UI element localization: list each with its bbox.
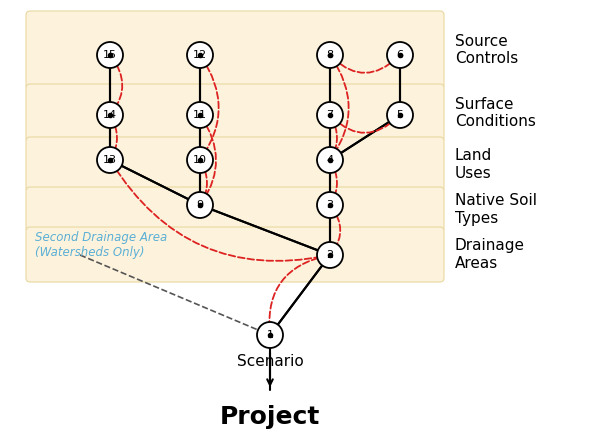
- Circle shape: [187, 147, 213, 173]
- Text: 13: 13: [103, 155, 117, 165]
- Circle shape: [317, 192, 343, 218]
- Circle shape: [97, 102, 123, 128]
- Circle shape: [317, 242, 343, 268]
- FancyBboxPatch shape: [26, 11, 444, 89]
- Text: 15: 15: [103, 50, 117, 60]
- Text: Scenario: Scenario: [236, 354, 304, 369]
- Text: 12: 12: [193, 50, 207, 60]
- Circle shape: [317, 102, 343, 128]
- Text: 14: 14: [103, 110, 117, 120]
- Text: Native Soil
Types: Native Soil Types: [455, 194, 537, 226]
- Text: 11: 11: [193, 110, 207, 120]
- FancyBboxPatch shape: [26, 84, 444, 142]
- Text: Source
Controls: Source Controls: [455, 34, 518, 66]
- Text: 6: 6: [397, 50, 404, 60]
- Text: 4: 4: [326, 155, 334, 165]
- Text: 2: 2: [326, 250, 334, 260]
- Circle shape: [257, 322, 283, 348]
- FancyBboxPatch shape: [26, 137, 444, 192]
- Text: 9: 9: [196, 200, 203, 210]
- Text: 5: 5: [397, 110, 404, 120]
- Text: Land
Uses: Land Uses: [455, 148, 492, 181]
- Circle shape: [97, 147, 123, 173]
- Text: 8: 8: [326, 50, 334, 60]
- Text: Surface
Conditions: Surface Conditions: [455, 97, 536, 129]
- Text: Second Drainage Area
(Watersheds Only): Second Drainage Area (Watersheds Only): [35, 231, 167, 259]
- Text: 3: 3: [326, 200, 334, 210]
- Text: 7: 7: [326, 110, 334, 120]
- Circle shape: [97, 42, 123, 68]
- Text: 10: 10: [193, 155, 207, 165]
- Text: Project: Project: [220, 405, 320, 429]
- Text: 1: 1: [266, 330, 274, 340]
- Circle shape: [317, 42, 343, 68]
- FancyBboxPatch shape: [26, 227, 444, 282]
- Circle shape: [187, 102, 213, 128]
- Circle shape: [387, 42, 413, 68]
- Circle shape: [387, 102, 413, 128]
- Circle shape: [187, 42, 213, 68]
- Circle shape: [317, 147, 343, 173]
- Text: Drainage
Areas: Drainage Areas: [455, 238, 525, 271]
- Circle shape: [187, 192, 213, 218]
- FancyBboxPatch shape: [26, 187, 444, 232]
